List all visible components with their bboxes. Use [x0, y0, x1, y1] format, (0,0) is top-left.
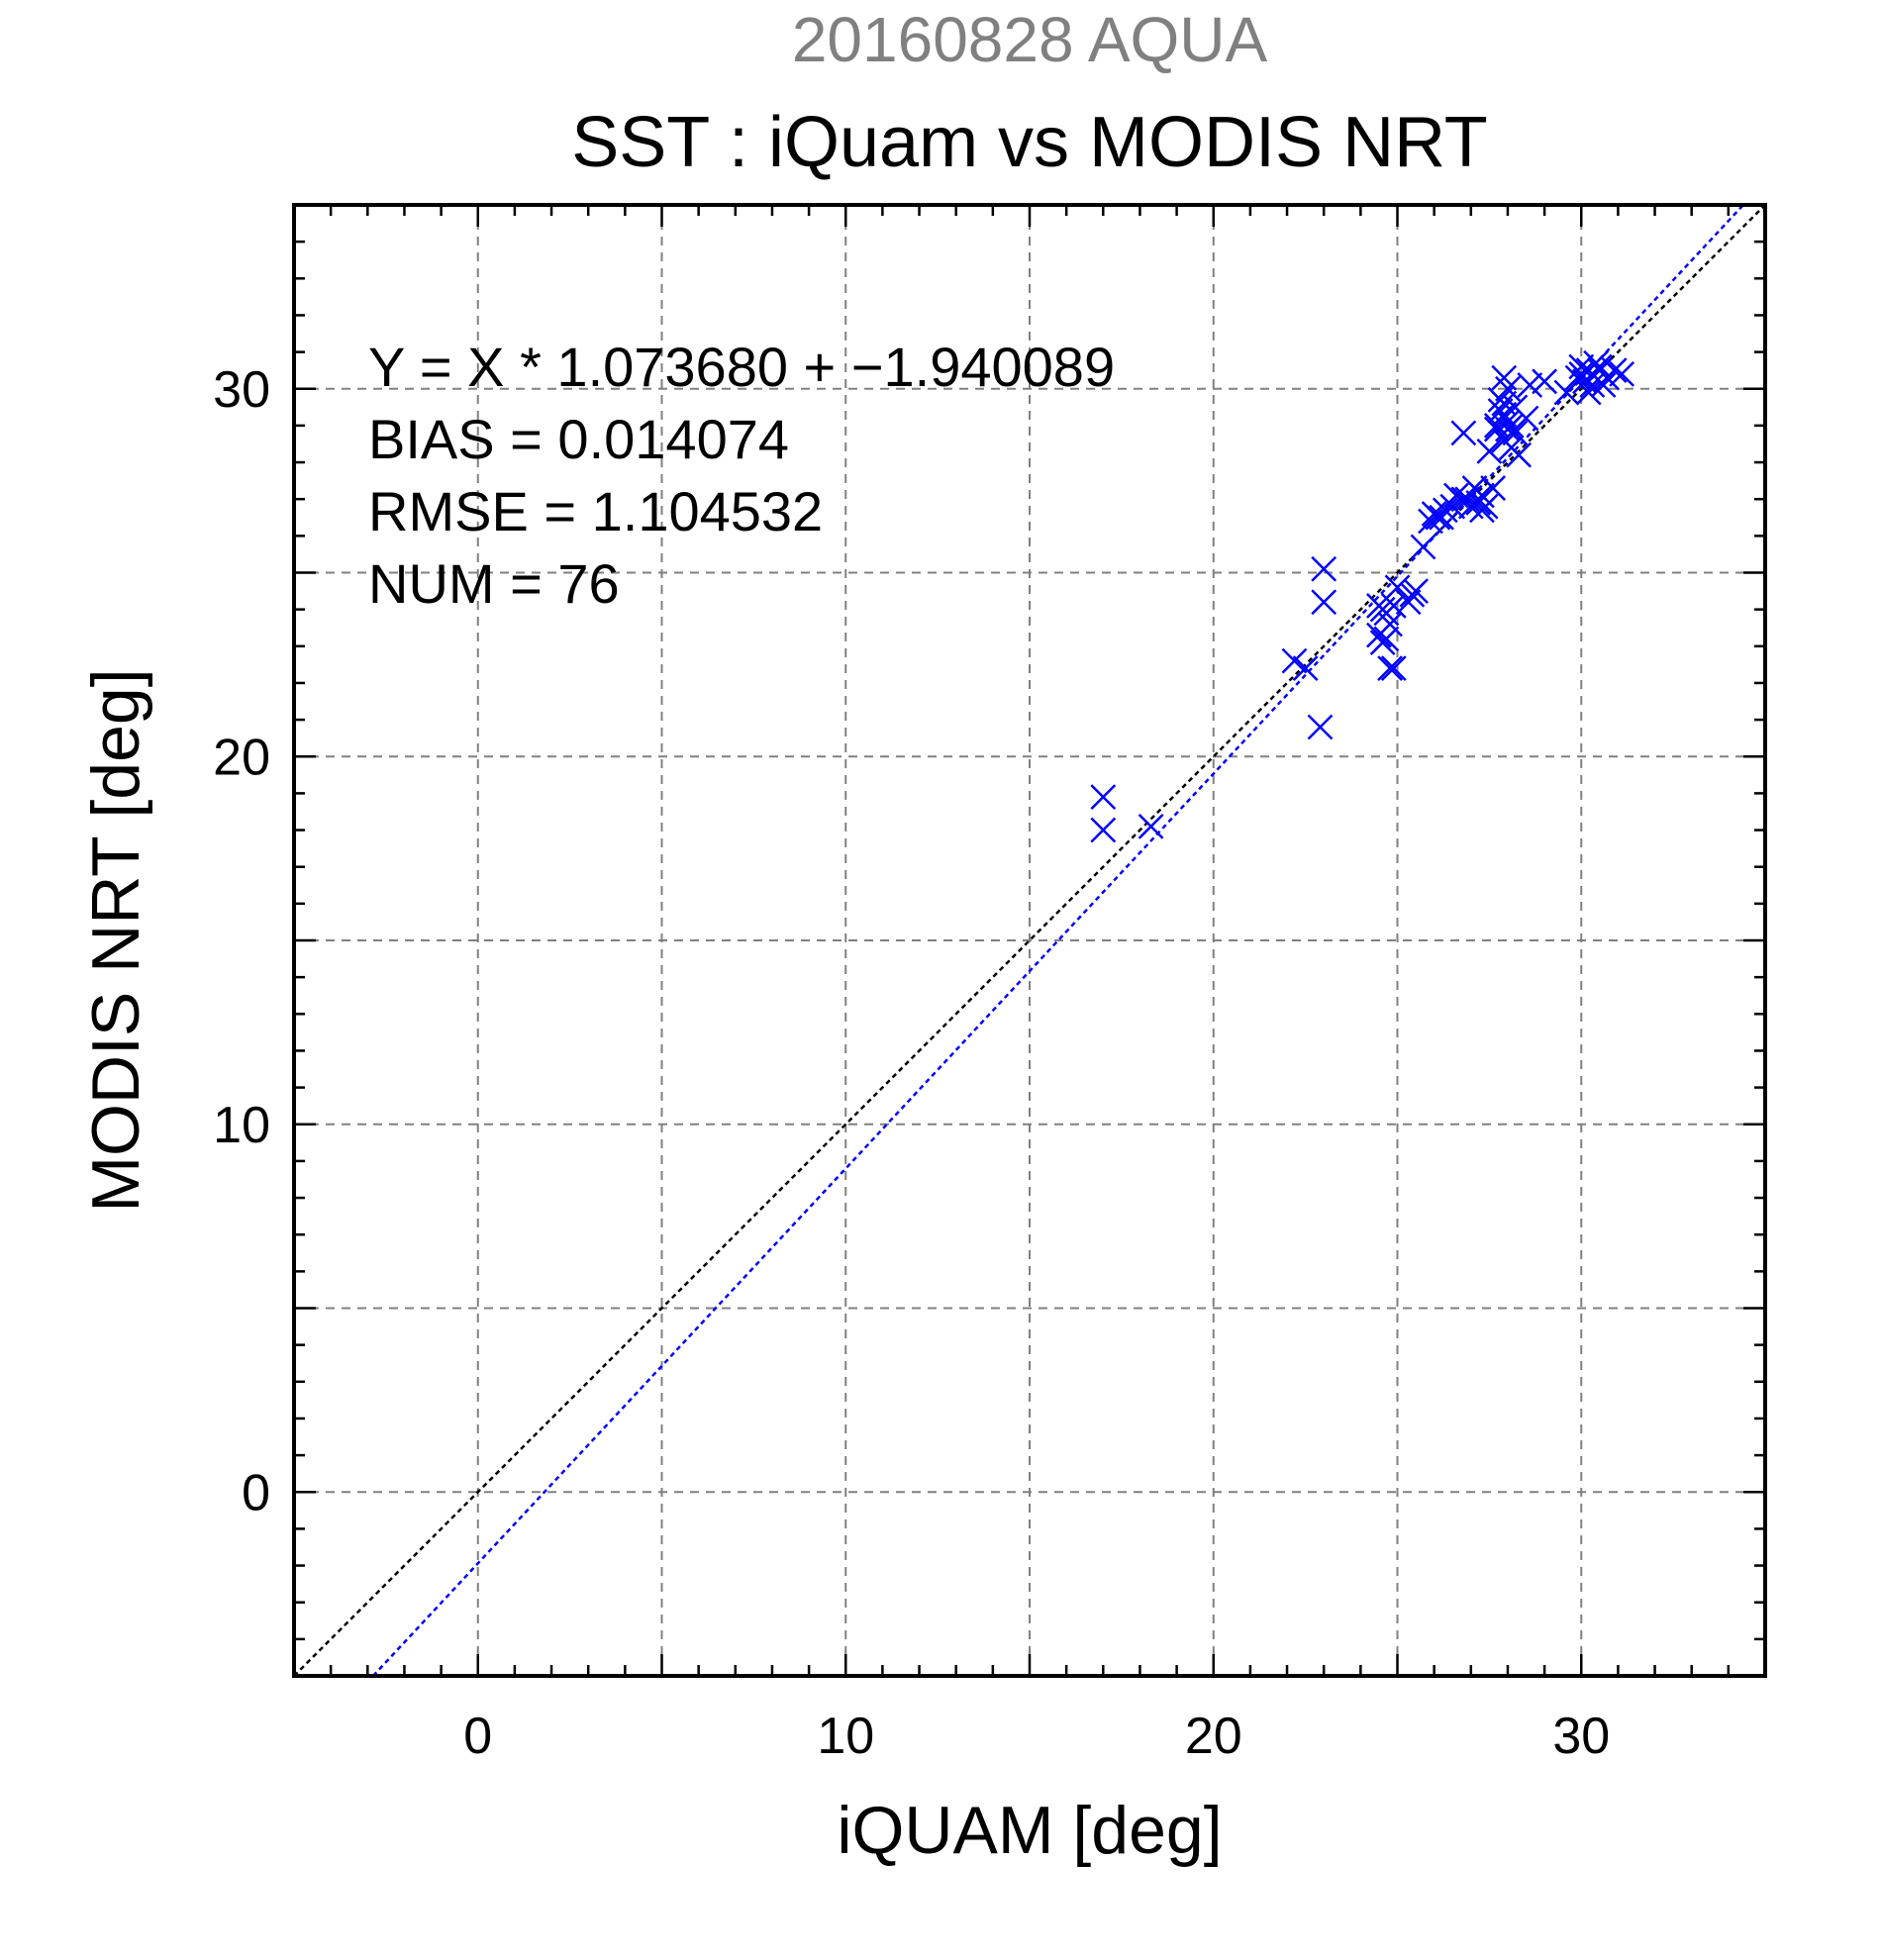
data-point	[1469, 497, 1495, 524]
data-point	[1377, 655, 1403, 681]
data-point	[1311, 589, 1337, 616]
data-point	[1373, 600, 1400, 627]
data-point	[1480, 475, 1506, 501]
data-point	[1395, 589, 1422, 616]
scatter-points	[1090, 349, 1634, 843]
y-tick-label: 20	[213, 729, 270, 786]
y-tick-labels: 0 10 20 30	[213, 361, 270, 1522]
plot-frame	[292, 203, 1767, 1678]
data-point	[1450, 420, 1477, 446]
data-point	[1609, 361, 1634, 387]
data-point	[1506, 441, 1532, 468]
data-point	[1532, 368, 1557, 395]
data-point	[1292, 655, 1319, 681]
data-point	[1495, 375, 1521, 402]
data-point	[1586, 353, 1613, 380]
data-point	[1579, 372, 1606, 398]
data-point	[1380, 655, 1407, 681]
data-point	[1517, 372, 1543, 398]
data-point	[1369, 630, 1396, 655]
x-tick-label: 30	[1552, 1708, 1610, 1765]
grid	[294, 205, 1765, 1676]
sample-count: NUM = 76	[368, 552, 620, 615]
rmse-value: RMSE = 1.104532	[368, 480, 823, 542]
x-tick-label: 20	[1185, 1708, 1242, 1765]
data-point	[1090, 784, 1117, 810]
y-tick-label: 10	[213, 1097, 270, 1154]
x-tick-label: 0	[463, 1708, 492, 1765]
data-point	[1454, 486, 1480, 513]
data-point	[1399, 581, 1426, 608]
data-point	[1281, 647, 1308, 674]
data-point	[1311, 555, 1337, 582]
data-point	[1410, 534, 1436, 560]
bias-value: BIAS = 0.014074	[368, 408, 789, 470]
data-point	[1483, 416, 1510, 442]
data-point	[1432, 497, 1458, 524]
chart-title: SST : iQuam vs MODIS NRT	[571, 103, 1488, 182]
data-point	[1502, 394, 1529, 421]
x-axis-label: iQUAM [deg]	[837, 1793, 1222, 1868]
y-tick-label: 30	[213, 361, 270, 419]
data-point	[1307, 714, 1334, 740]
x-tick-label: 10	[817, 1708, 874, 1765]
regression-equation: Y = X * 1.073680 + −1.940089	[368, 336, 1115, 398]
data-point	[1090, 817, 1117, 843]
y-axis-label: MODIS NRT [deg]	[78, 668, 153, 1212]
data-point	[1476, 439, 1503, 464]
y-tick-label: 0	[242, 1464, 270, 1521]
data-point	[1491, 401, 1518, 428]
data-point	[1553, 379, 1580, 406]
x-tick-labels: 0 10 20 30	[463, 1708, 1610, 1765]
chart-supertitle: 20160828 AQUA	[792, 4, 1268, 75]
data-point	[1138, 813, 1164, 839]
data-point	[1601, 357, 1628, 384]
